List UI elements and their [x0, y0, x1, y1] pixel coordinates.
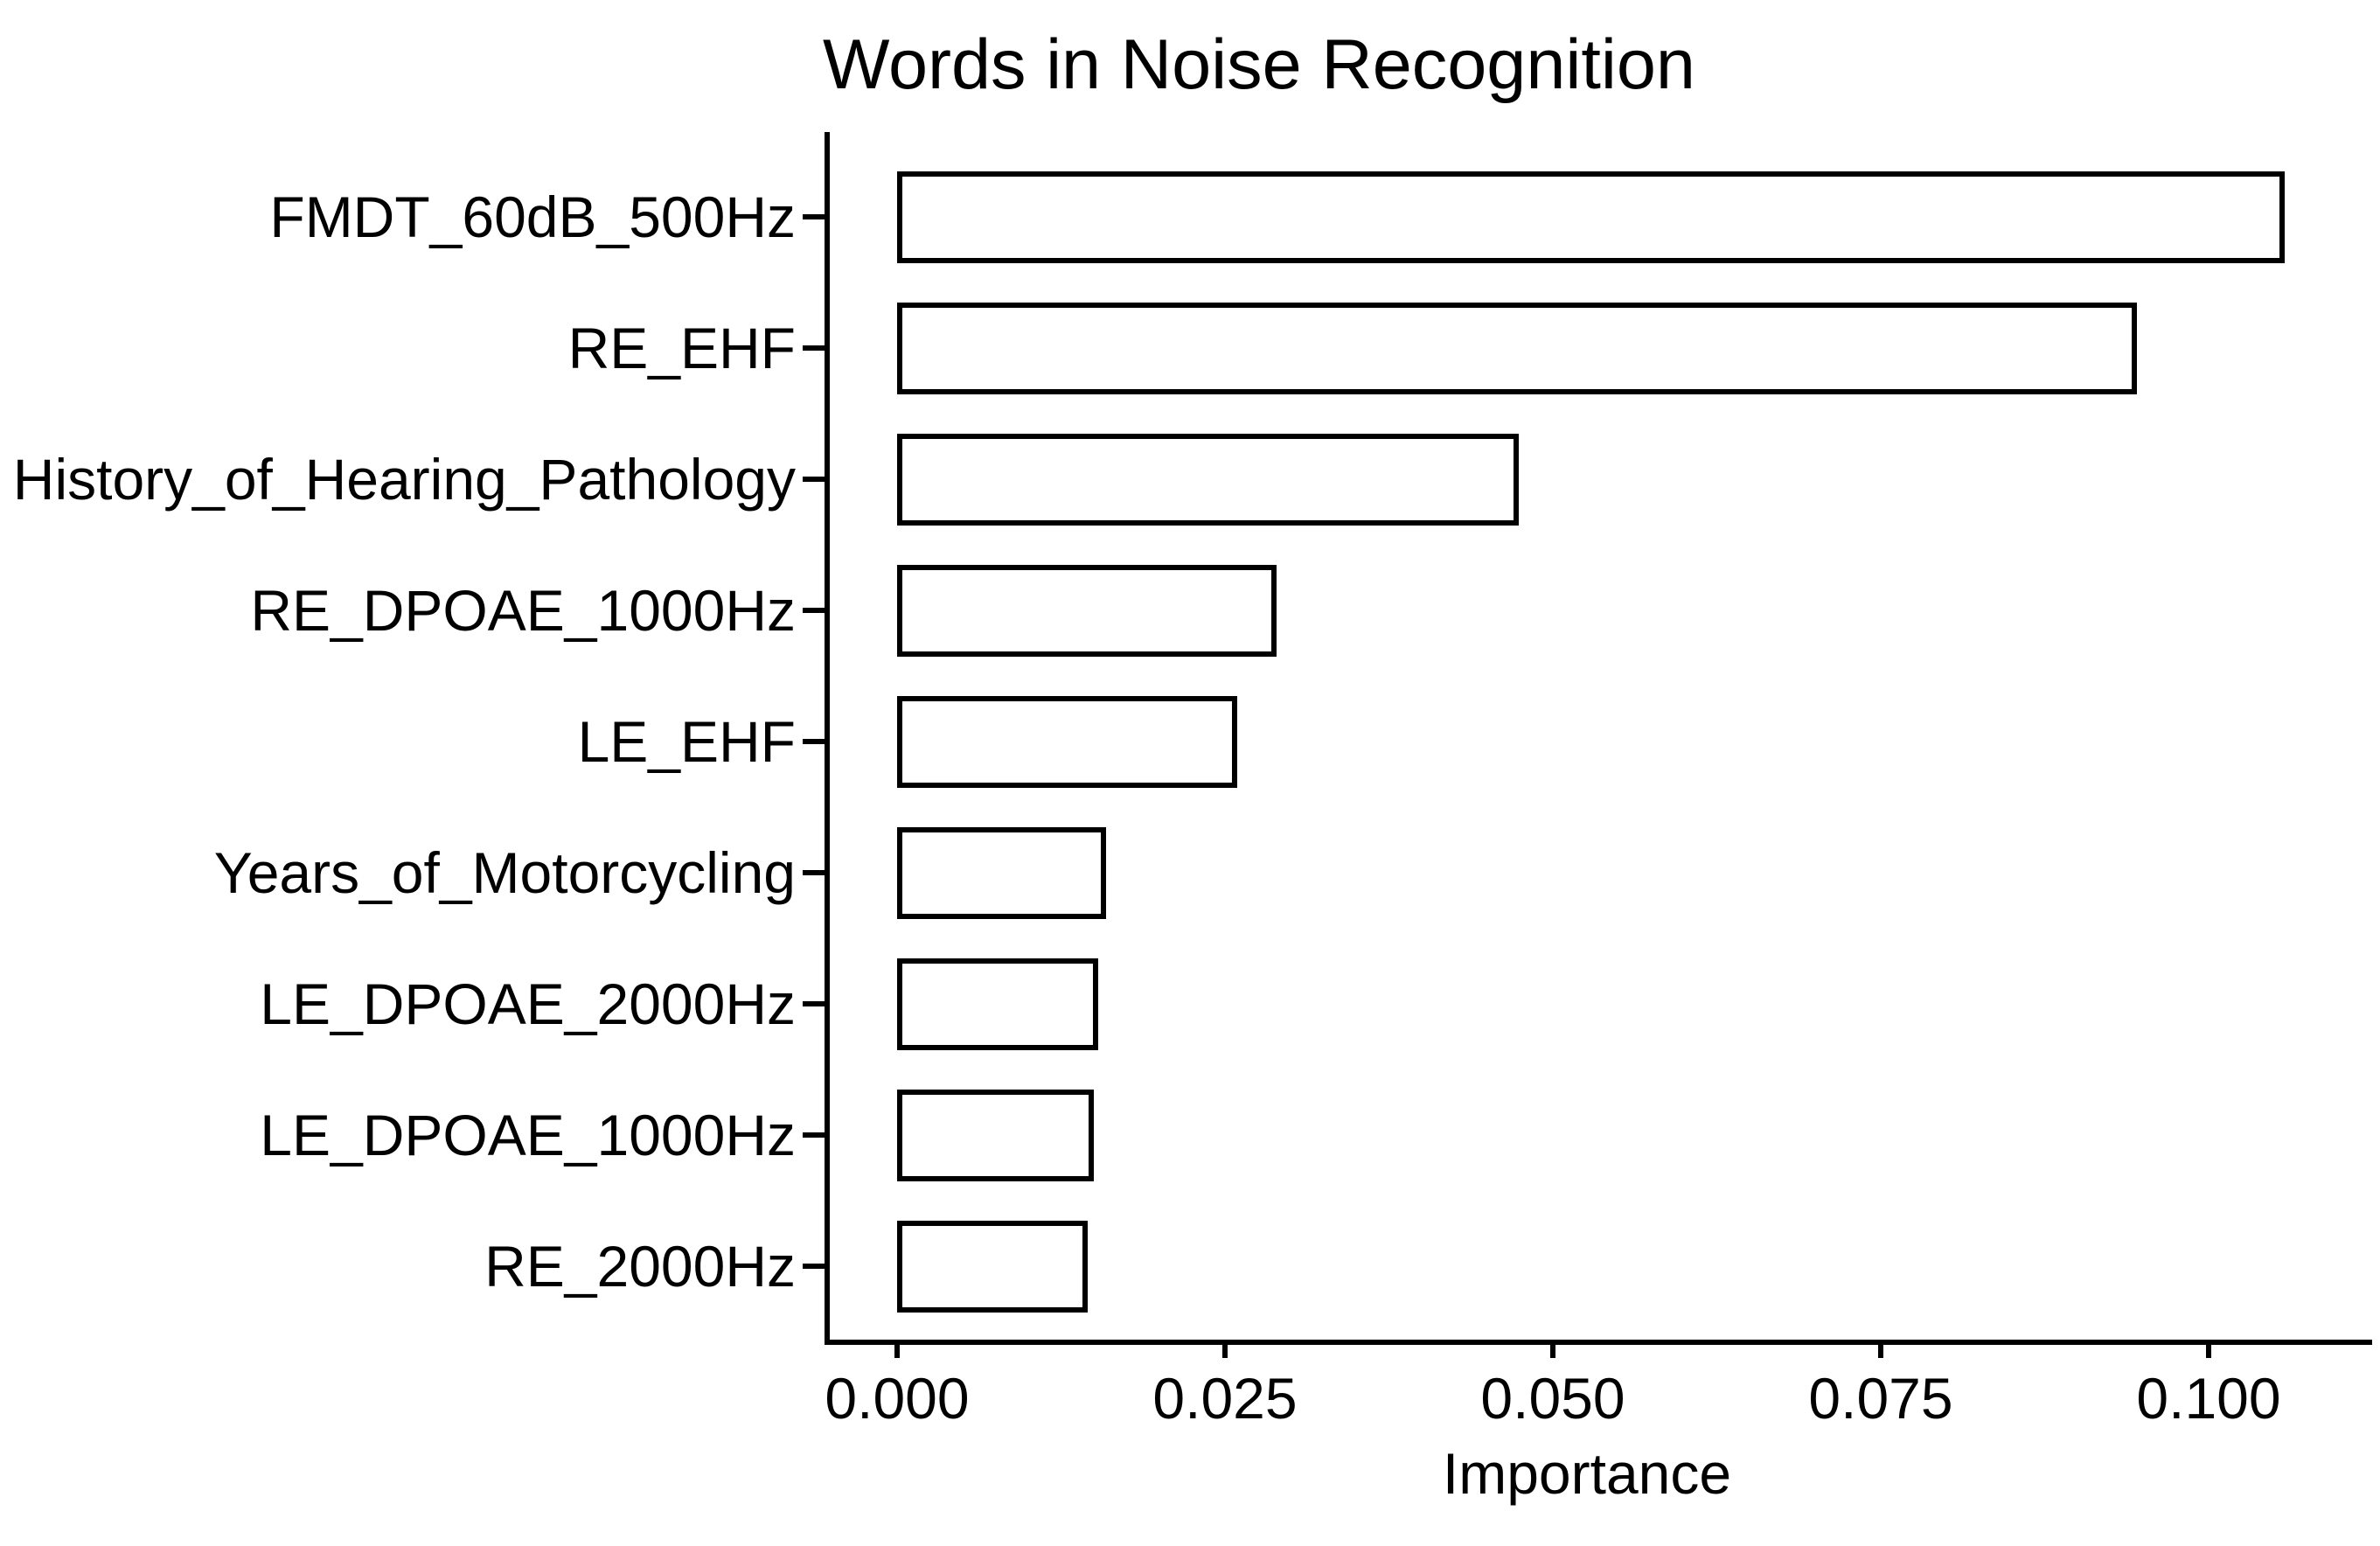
y-axis-label: RE_2000Hz: [484, 1234, 796, 1299]
x-axis-tick: [894, 1345, 900, 1358]
x-axis-tick-label: 0.000: [825, 1366, 970, 1431]
y-axis-label: RE_EHF: [567, 316, 796, 380]
importance-bar: [897, 958, 1098, 1050]
y-axis-label: LE_EHF: [577, 709, 796, 774]
x-axis-tick: [1878, 1345, 1883, 1358]
y-axis-label: History_of_Hearing_Pathology: [12, 447, 796, 512]
x-axis-tick-label: 0.025: [1152, 1366, 1298, 1431]
importance-bar: [897, 171, 2285, 263]
y-axis-line: [825, 132, 830, 1345]
importance-bar: [897, 695, 1237, 788]
importance-bar: [897, 1220, 1088, 1313]
y-axis-label: Years_of_Motorcycling: [213, 840, 796, 905]
y-axis-label: RE_DPOAE_1000Hz: [250, 578, 796, 643]
importance-bar: [897, 433, 1519, 526]
importance-bar: [897, 302, 2137, 394]
y-axis-label: LE_DPOAE_2000Hz: [260, 971, 796, 1036]
y-axis-tick: [803, 214, 825, 219]
chart-title: Words in Noise Recognition: [823, 25, 1695, 104]
x-axis-tick-label: 0.100: [2136, 1366, 2281, 1431]
y-axis-tick: [803, 870, 825, 875]
importance-bar: [897, 826, 1106, 919]
y-axis-tick: [803, 1001, 825, 1006]
y-axis-label: FMDT_60dB_500Hz: [269, 185, 796, 249]
x-axis-tick-label: 0.075: [1808, 1366, 1953, 1431]
x-axis-tick: [1222, 1345, 1228, 1358]
importance-bar: [897, 564, 1277, 657]
x-axis-tick: [2206, 1345, 2211, 1358]
y-axis-tick: [803, 345, 825, 351]
y-axis-tick: [803, 739, 825, 744]
y-axis-label: LE_DPOAE_1000Hz: [260, 1103, 796, 1167]
x-axis-title: Importance: [1442, 1441, 1732, 1506]
x-axis-tick: [1550, 1345, 1555, 1358]
y-axis-tick: [803, 1264, 825, 1269]
x-axis-line: [825, 1340, 2372, 1345]
y-axis-tick: [803, 477, 825, 482]
importance-bar: [897, 1089, 1094, 1181]
x-axis-tick-label: 0.050: [1480, 1366, 1625, 1431]
y-axis-tick: [803, 608, 825, 613]
y-axis-tick: [803, 1132, 825, 1138]
